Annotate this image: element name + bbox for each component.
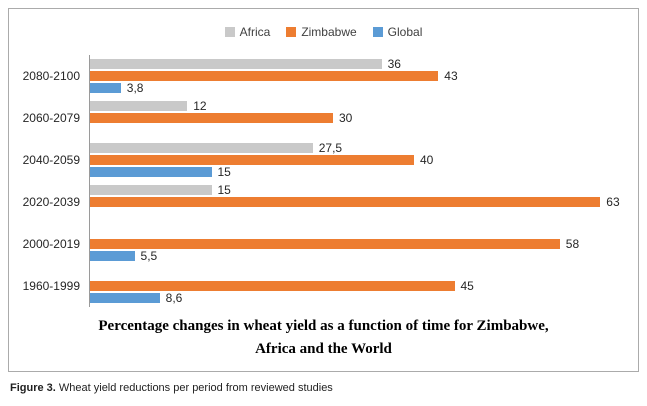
bar-zimbabwe-1960-1999 bbox=[90, 281, 455, 291]
bar-row-africa: 12 bbox=[90, 100, 632, 112]
figure-caption-text: Wheat yield reductions per period from r… bbox=[55, 382, 333, 394]
bar-global-2040-2059 bbox=[90, 167, 212, 177]
chart-title: Percentage changes in wheat yield as a f… bbox=[9, 315, 638, 360]
category-label: 2020-2039 bbox=[22, 195, 80, 209]
chart-title-line1: Percentage changes in wheat yield as a f… bbox=[98, 318, 549, 334]
bar-row-global: 5,5 bbox=[90, 250, 632, 262]
bar-value-label: 63 bbox=[606, 195, 620, 209]
bar-row-global: 15 bbox=[90, 166, 632, 178]
bar-zimbabwe-2000-2019 bbox=[90, 239, 560, 249]
bar-row-zimbabwe: 40 bbox=[90, 154, 632, 166]
category-label: 2040-2059 bbox=[22, 153, 80, 167]
bar-row-zimbabwe: 43 bbox=[90, 70, 632, 82]
bar-zimbabwe-2040-2059 bbox=[90, 155, 414, 165]
bar-value-label: 36 bbox=[387, 57, 401, 71]
bar-row-empty bbox=[90, 268, 632, 280]
bar-row-empty bbox=[90, 208, 632, 220]
bar-row-africa: 27,5 bbox=[90, 142, 632, 154]
bar-value-label: 30 bbox=[339, 111, 353, 125]
bar-africa-2060-2079 bbox=[90, 101, 188, 111]
legend-label-zimbabwe: Zimbabwe bbox=[301, 25, 357, 39]
chart-plot-area: 2080-2100 36 43 3,8 2060-2079 12 30 2040-2059 27… bbox=[15, 55, 632, 307]
bar-row-zimbabwe: 63 bbox=[90, 196, 632, 208]
bar-global-2080-2100 bbox=[90, 83, 121, 93]
bar-row-africa: 36 bbox=[90, 58, 632, 70]
legend-swatch-africa bbox=[224, 27, 235, 37]
bar-value-label: 8,6 bbox=[165, 291, 183, 305]
bar-value-label: 40 bbox=[420, 153, 434, 167]
bar-africa-2020-2039 bbox=[90, 185, 212, 195]
bar-global-1960-1999 bbox=[90, 293, 160, 303]
category-label: 1960-1999 bbox=[22, 279, 80, 293]
category-group-2020-2039: 2020-2039 15 63 bbox=[15, 181, 632, 223]
bar-africa-2040-2059 bbox=[90, 143, 313, 153]
category-label: 2060-2079 bbox=[22, 111, 80, 125]
category-label: 2000-2019 bbox=[22, 237, 80, 251]
legend-swatch-zimbabwe bbox=[286, 27, 297, 37]
chart-container: Africa Zimbabwe Global 2080-2100 36 43 3,8 206… bbox=[8, 8, 639, 372]
bar-zimbabwe-2080-2100 bbox=[90, 71, 439, 81]
legend-label-africa: Africa bbox=[239, 25, 271, 39]
category-label: 2080-2100 bbox=[22, 69, 80, 83]
legend-item-global: Global bbox=[372, 25, 423, 39]
category-bars: 45 8,6 bbox=[89, 265, 632, 307]
category-group-2040-2059: 2040-2059 27,5 40 15 bbox=[15, 139, 632, 181]
figure-caption-label: Figure 3. bbox=[10, 382, 56, 394]
chart-title-line2: Africa and the World bbox=[255, 340, 392, 357]
bar-row-global: 3,8 bbox=[90, 82, 632, 94]
legend-item-africa: Africa bbox=[224, 25, 271, 39]
bar-row-zimbabwe: 30 bbox=[90, 112, 632, 124]
bar-zimbabwe-2020-2039 bbox=[90, 197, 601, 207]
category-group-2080-2100: 2080-2100 36 43 3,8 bbox=[15, 55, 632, 97]
bar-row-empty bbox=[90, 124, 632, 136]
category-group-2000-2019: 2000-2019 58 5,5 bbox=[15, 223, 632, 265]
category-group-1960-1999: 1960-1999 45 8,6 bbox=[15, 265, 632, 307]
bar-row-empty bbox=[90, 226, 632, 238]
category-bars: 15 63 bbox=[89, 181, 632, 223]
bar-value-label: 15 bbox=[217, 165, 231, 179]
bar-value-label: 27,5 bbox=[318, 141, 343, 155]
bar-value-label: 12 bbox=[193, 99, 207, 113]
bar-value-label: 5,5 bbox=[140, 249, 158, 263]
bar-africa-2080-2100 bbox=[90, 59, 382, 69]
category-bars: 27,5 40 15 bbox=[89, 139, 632, 181]
bar-row-africa: 15 bbox=[90, 184, 632, 196]
figure-caption: Figure 3. Wheat yield reductions per per… bbox=[10, 382, 333, 394]
chart-legend: Africa Zimbabwe Global bbox=[9, 9, 638, 43]
bar-global-2000-2019 bbox=[90, 251, 135, 261]
legend-item-zimbabwe: Zimbabwe bbox=[286, 25, 357, 39]
bar-value-label: 43 bbox=[444, 69, 458, 83]
category-bars: 12 30 bbox=[89, 97, 632, 139]
bar-row-global: 8,6 bbox=[90, 292, 632, 304]
bar-zimbabwe-2060-2079 bbox=[90, 113, 333, 123]
legend-swatch-global bbox=[372, 27, 383, 37]
bar-value-label: 58 bbox=[565, 237, 580, 251]
bar-row-zimbabwe: 58 bbox=[90, 238, 632, 250]
legend-label-global: Global bbox=[387, 25, 423, 39]
bar-row-zimbabwe: 45 bbox=[90, 280, 632, 292]
bar-value-label: 15 bbox=[217, 183, 231, 197]
category-bars: 36 43 3,8 bbox=[89, 55, 632, 97]
bar-value-label: 45 bbox=[460, 279, 474, 293]
bar-value-label: 3,8 bbox=[126, 81, 144, 95]
category-bars: 58 5,5 bbox=[89, 223, 632, 265]
category-group-2060-2079: 2060-2079 12 30 bbox=[15, 97, 632, 139]
